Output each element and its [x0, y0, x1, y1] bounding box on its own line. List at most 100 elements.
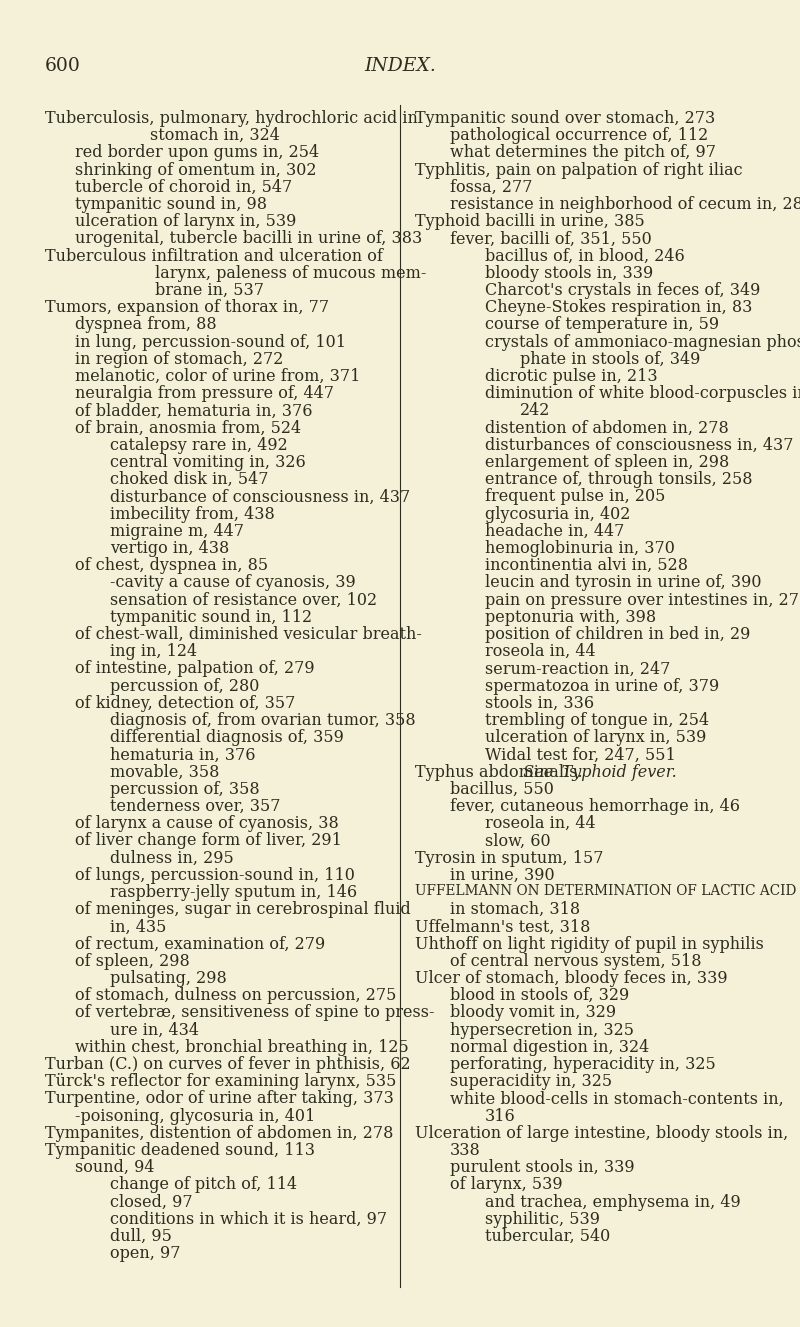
- Text: Ulceration of large intestine, bloody stools in,: Ulceration of large intestine, bloody st…: [415, 1125, 788, 1141]
- Text: pulsating, 298: pulsating, 298: [110, 970, 226, 987]
- Text: tubercular, 540: tubercular, 540: [485, 1227, 610, 1245]
- Text: ulceration of larynx in, 539: ulceration of larynx in, 539: [75, 214, 296, 230]
- Text: melanotic, color of urine from, 371: melanotic, color of urine from, 371: [75, 368, 360, 385]
- Text: open, 97: open, 97: [110, 1245, 181, 1262]
- Text: catalepsy rare in, 492: catalepsy rare in, 492: [110, 437, 288, 454]
- Text: ure in, 434: ure in, 434: [110, 1022, 199, 1039]
- Text: Widal test for, 247, 551: Widal test for, 247, 551: [485, 746, 676, 763]
- Text: Ulcer of stomach, bloody feces in, 339: Ulcer of stomach, bloody feces in, 339: [415, 970, 728, 987]
- Text: neuralgia from pressure of, 447: neuralgia from pressure of, 447: [75, 385, 334, 402]
- Text: in, 435: in, 435: [110, 918, 166, 936]
- Text: of vertebræ, sensitiveness of spine to press-: of vertebræ, sensitiveness of spine to p…: [75, 1005, 434, 1022]
- Text: stomach in, 324: stomach in, 324: [150, 127, 280, 145]
- Text: stools in, 336: stools in, 336: [485, 695, 594, 711]
- Text: movable, 358: movable, 358: [110, 763, 219, 780]
- Text: phate in stools of, 349: phate in stools of, 349: [520, 350, 700, 368]
- Text: migraine m, 447: migraine m, 447: [110, 523, 244, 540]
- Text: of larynx, 539: of larynx, 539: [450, 1177, 562, 1193]
- Text: enlargement of spleen in, 298: enlargement of spleen in, 298: [485, 454, 730, 471]
- Text: of spleen, 298: of spleen, 298: [75, 953, 190, 970]
- Text: 242: 242: [520, 402, 550, 419]
- Text: perforating, hyperacidity in, 325: perforating, hyperacidity in, 325: [450, 1056, 716, 1074]
- Text: sensation of resistance over, 102: sensation of resistance over, 102: [110, 592, 377, 609]
- Text: closed, 97: closed, 97: [110, 1193, 193, 1210]
- Text: dyspnea from, 88: dyspnea from, 88: [75, 316, 217, 333]
- Text: headache in, 447: headache in, 447: [485, 523, 624, 540]
- Text: sound, 94: sound, 94: [75, 1160, 154, 1176]
- Text: tubercle of choroid in, 547: tubercle of choroid in, 547: [75, 179, 292, 196]
- Text: of lungs, percussion-sound in, 110: of lungs, percussion-sound in, 110: [75, 867, 355, 884]
- Text: Turban (C.) on curves of fever in phthisis, 62: Turban (C.) on curves of fever in phthis…: [45, 1056, 410, 1074]
- Text: imbecility from, 438: imbecility from, 438: [110, 506, 274, 523]
- Text: white blood-cells in stomach-contents in,: white blood-cells in stomach-contents in…: [450, 1091, 784, 1108]
- Text: frequent pulse in, 205: frequent pulse in, 205: [485, 488, 666, 506]
- Text: bloody stools in, 339: bloody stools in, 339: [485, 265, 654, 281]
- Text: 338: 338: [450, 1143, 481, 1158]
- Text: of liver change form of liver, 291: of liver change form of liver, 291: [75, 832, 342, 849]
- Text: brane in, 537: brane in, 537: [155, 283, 264, 299]
- Text: of chest-wall, diminished vesicular breath-: of chest-wall, diminished vesicular brea…: [75, 626, 422, 644]
- Text: dulness in, 295: dulness in, 295: [110, 849, 234, 867]
- Text: ing in, 124: ing in, 124: [110, 644, 197, 661]
- Text: central vomiting in, 326: central vomiting in, 326: [110, 454, 306, 471]
- Text: 600: 600: [45, 57, 81, 76]
- Text: dull, 95: dull, 95: [110, 1227, 172, 1245]
- Text: conditions in which it is heard, 97: conditions in which it is heard, 97: [110, 1210, 387, 1227]
- Text: diminution of white blood-corpuscles in,: diminution of white blood-corpuscles in,: [485, 385, 800, 402]
- Text: Tympanites, distention of abdomen in, 278: Tympanites, distention of abdomen in, 27…: [45, 1125, 394, 1141]
- Text: bloody vomit in, 329: bloody vomit in, 329: [450, 1005, 616, 1022]
- Text: of rectum, examination of, 279: of rectum, examination of, 279: [75, 936, 326, 953]
- Text: serum-reaction in, 247: serum-reaction in, 247: [485, 661, 670, 677]
- Text: purulent stools in, 339: purulent stools in, 339: [450, 1160, 634, 1176]
- Text: Uhthoff on light rigidity of pupil in syphilis: Uhthoff on light rigidity of pupil in sy…: [415, 936, 764, 953]
- Text: Turpentine, odor of urine after taking, 373: Turpentine, odor of urine after taking, …: [45, 1091, 394, 1108]
- Text: of stomach, dulness on percussion, 275: of stomach, dulness on percussion, 275: [75, 987, 396, 1005]
- Text: percussion of, 358: percussion of, 358: [110, 780, 260, 798]
- Text: Cheyne-Stokes respiration in, 83: Cheyne-Stokes respiration in, 83: [485, 299, 752, 316]
- Text: of chest, dyspnea in, 85: of chest, dyspnea in, 85: [75, 557, 268, 575]
- Text: Tuberculous infiltration and ulceration of: Tuberculous infiltration and ulceration …: [45, 248, 383, 264]
- Text: red border upon gums in, 254: red border upon gums in, 254: [75, 145, 319, 162]
- Text: fever, cutaneous hemorrhage in, 46: fever, cutaneous hemorrhage in, 46: [450, 798, 740, 815]
- Text: ulceration of larynx in, 539: ulceration of larynx in, 539: [485, 730, 706, 746]
- Text: of kidney, detection of, 357: of kidney, detection of, 357: [75, 695, 295, 711]
- Text: normal digestion in, 324: normal digestion in, 324: [450, 1039, 650, 1056]
- Text: Typhlitis, pain on palpation of right iliac: Typhlitis, pain on palpation of right il…: [415, 162, 742, 179]
- Text: choked disk in, 547: choked disk in, 547: [110, 471, 269, 488]
- Text: Typhoid bacilli in urine, 385: Typhoid bacilli in urine, 385: [415, 214, 645, 230]
- Text: disturbance of consciousness in, 437: disturbance of consciousness in, 437: [110, 488, 410, 506]
- Text: 316: 316: [485, 1108, 516, 1124]
- Text: Tuberculosis, pulmonary, hydrochloric acid in: Tuberculosis, pulmonary, hydrochloric ac…: [45, 110, 418, 127]
- Text: slow, 60: slow, 60: [485, 832, 550, 849]
- Text: INDEX.: INDEX.: [364, 57, 436, 76]
- Text: of larynx a cause of cyanosis, 38: of larynx a cause of cyanosis, 38: [75, 815, 338, 832]
- Text: of brain, anosmia from, 524: of brain, anosmia from, 524: [75, 419, 301, 437]
- Text: fever, bacilli of, 351, 550: fever, bacilli of, 351, 550: [450, 231, 652, 247]
- Text: raspberry-jelly sputum in, 146: raspberry-jelly sputum in, 146: [110, 884, 357, 901]
- Text: in region of stomach, 272: in region of stomach, 272: [75, 350, 283, 368]
- Text: -cavity a cause of cyanosis, 39: -cavity a cause of cyanosis, 39: [110, 575, 356, 592]
- Text: Türck's reflector for examining larynx, 535: Türck's reflector for examining larynx, …: [45, 1074, 396, 1091]
- Text: leucin and tyrosin in urine of, 390: leucin and tyrosin in urine of, 390: [485, 575, 762, 592]
- Text: in urine, 390: in urine, 390: [450, 867, 554, 884]
- Text: trembling of tongue in, 254: trembling of tongue in, 254: [485, 713, 709, 729]
- Text: entrance of, through tonsils, 258: entrance of, through tonsils, 258: [485, 471, 753, 488]
- Text: pain on pressure over intestines in, 277: pain on pressure over intestines in, 277: [485, 592, 800, 609]
- Text: course of temperature in, 59: course of temperature in, 59: [485, 316, 719, 333]
- Text: shrinking of omentum in, 302: shrinking of omentum in, 302: [75, 162, 317, 179]
- Text: Tumors, expansion of thorax in, 77: Tumors, expansion of thorax in, 77: [45, 299, 329, 316]
- Text: of meninges, sugar in cerebrospinal fluid: of meninges, sugar in cerebrospinal flui…: [75, 901, 410, 918]
- Text: See  Typhoid fever.: See Typhoid fever.: [513, 763, 676, 780]
- Text: Tympanitic sound over stomach, 273: Tympanitic sound over stomach, 273: [415, 110, 715, 127]
- Text: disturbances of consciousness in, 437: disturbances of consciousness in, 437: [485, 437, 794, 454]
- Text: Typhus abdominalis.: Typhus abdominalis.: [415, 763, 582, 780]
- Text: what determines the pitch of, 97: what determines the pitch of, 97: [450, 145, 716, 162]
- Text: Uffelmann's test, 318: Uffelmann's test, 318: [415, 918, 590, 936]
- Text: UFFELMANN ON DETERMINATION OF LACTIC ACID: UFFELMANN ON DETERMINATION OF LACTIC ACI…: [415, 884, 796, 898]
- Text: diagnosis of, from ovarian tumor, 358: diagnosis of, from ovarian tumor, 358: [110, 713, 416, 729]
- Text: tympanitic sound in, 112: tympanitic sound in, 112: [110, 609, 312, 626]
- Text: Tympanitic deadened sound, 113: Tympanitic deadened sound, 113: [45, 1143, 315, 1158]
- Text: Charcot's crystals in feces of, 349: Charcot's crystals in feces of, 349: [485, 283, 760, 299]
- Text: distention of abdomen in, 278: distention of abdomen in, 278: [485, 419, 729, 437]
- Text: differential diagnosis of, 359: differential diagnosis of, 359: [110, 730, 344, 746]
